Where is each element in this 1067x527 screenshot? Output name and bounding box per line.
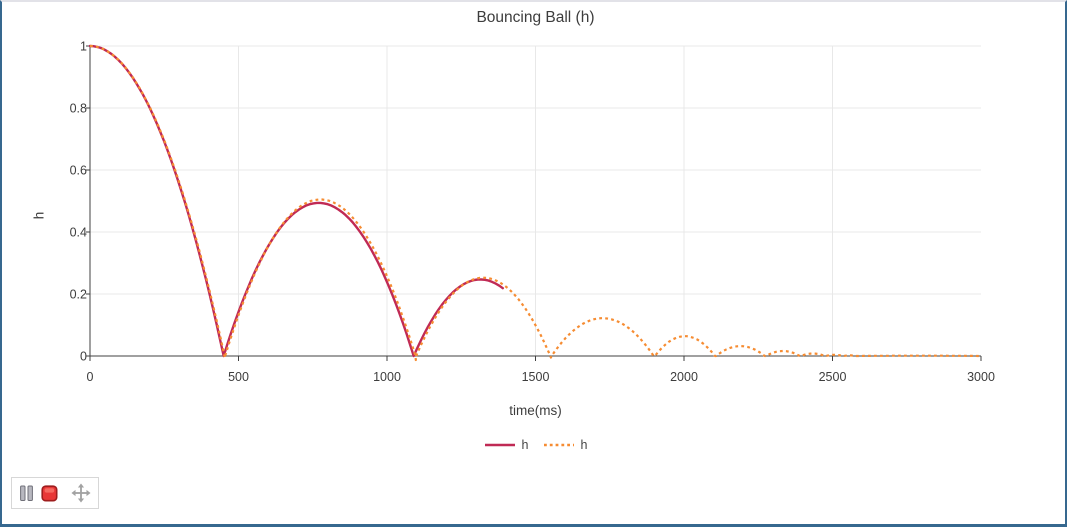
- axes: [86, 45, 982, 361]
- x-tick-label: 2000: [670, 370, 698, 384]
- series-h-dashed: [89, 44, 981, 362]
- x-tick-label: 1500: [522, 370, 550, 384]
- pause-button[interactable]: [20, 482, 33, 504]
- tick-labels: 0 500 1000 1500 2000 2500 3000 0 0.2 0.4 0.6 0.8 1: [70, 40, 995, 385]
- y-tick-label: 0.6: [70, 164, 87, 178]
- y-tick-label: 0: [80, 350, 87, 364]
- legend-item: h: [484, 438, 529, 452]
- y-tick-label: 0.2: [70, 288, 87, 302]
- x-tick-label: 1000: [373, 370, 401, 384]
- legend-label: h: [521, 438, 529, 452]
- x-tick-label: 2500: [819, 370, 847, 384]
- stop-button[interactable]: [41, 482, 58, 504]
- pan-button[interactable]: [71, 482, 91, 504]
- x-tick-label: 500: [228, 370, 249, 384]
- legend-line-sample: [484, 443, 515, 447]
- legend-item: h: [543, 438, 588, 452]
- simulation-toolbar: [11, 477, 99, 509]
- move-icon: [71, 483, 91, 503]
- chart-title: Bouncing Ball (h): [476, 9, 595, 26]
- y-tick-label: 1: [80, 40, 87, 54]
- gridlines: [90, 45, 981, 356]
- legend-label: h: [580, 438, 588, 452]
- y-tick-label: 0.4: [70, 226, 87, 240]
- y-axis-label: h: [31, 211, 47, 220]
- plot-canvas[interactable]: 0 500 1000 1500 2000 2500 3000 0 0.2 0.4 0.6 0.8 1: [2, 2, 1065, 464]
- legend-line-sample: [543, 443, 574, 447]
- x-tick-label: 3000: [967, 370, 995, 384]
- x-axis-label: time(ms): [509, 403, 562, 418]
- pause-icon: [20, 485, 33, 501]
- stop-icon: [41, 484, 58, 502]
- series-h-solid: [88, 44, 504, 358]
- x-tick-label: 0: [87, 370, 94, 384]
- y-tick-label: 0.8: [70, 102, 87, 116]
